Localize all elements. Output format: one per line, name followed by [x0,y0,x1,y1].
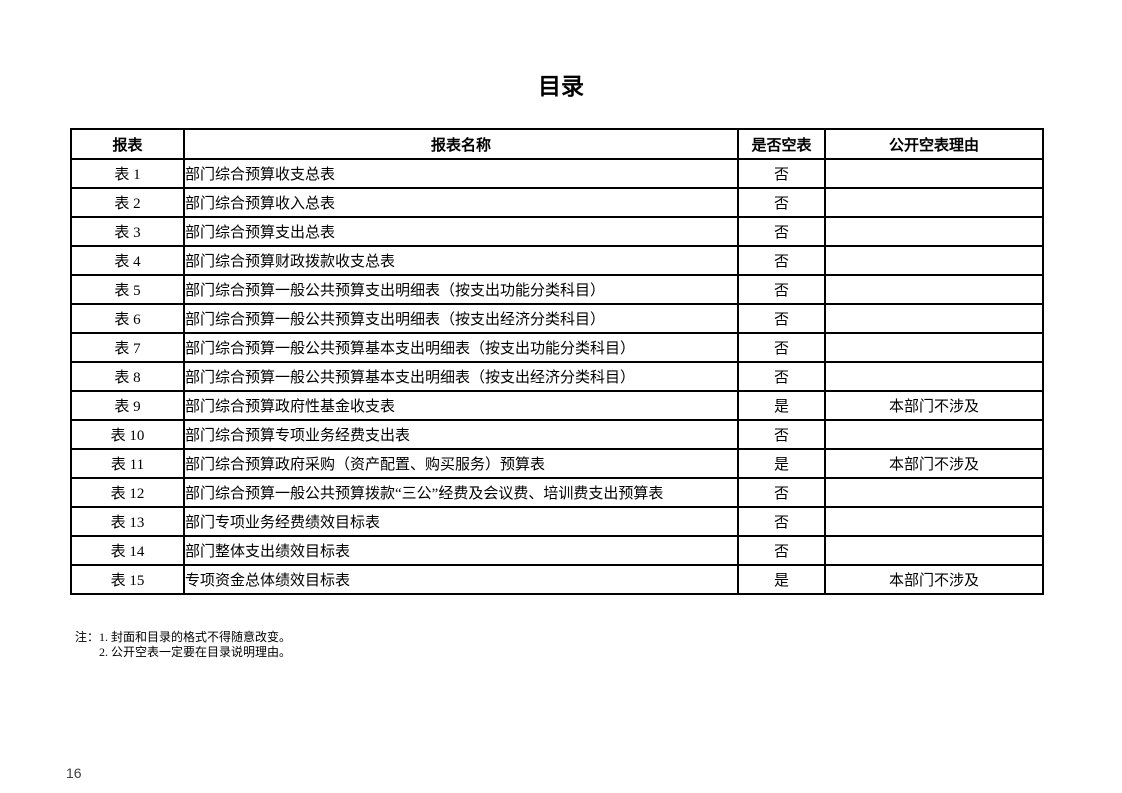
report-name-cell: 部门综合预算政府性基金收支表 [183,390,739,421]
reason-cell [824,158,1044,189]
reason-cell [824,477,1044,508]
is-empty-cell: 否 [737,187,826,218]
report-id-cell: 表 1 [70,158,185,189]
report-name-cell: 部门综合预算收支总表 [183,158,739,189]
is-empty-cell: 否 [737,361,826,392]
is-empty-cell: 否 [737,506,826,537]
table-row: 表 13 部门专项业务经费绩效目标表否 [70,506,1044,537]
is-empty-cell: 否 [737,477,826,508]
column-header: 报表 [70,128,185,160]
notes: 注：1. 封面和目录的格式不得随意改变。 2. 公开空表一定要在目录说明理由。 [75,630,291,660]
reason-cell: 本部门不涉及 [824,564,1044,595]
report-name-cell: 部门综合预算一般公共预算支出明细表（按支出经济分类科目） [183,303,739,334]
report-id-cell: 表 8 [70,361,185,392]
table-row: 表 15 专项资金总体绩效目标表是本部门不涉及 [70,564,1044,595]
is-empty-cell: 否 [737,303,826,334]
table-row: 表 14 部门整体支出绩效目标表否 [70,535,1044,566]
note-line-1: 注：1. 封面和目录的格式不得随意改变。 [75,630,292,644]
report-id-cell: 表 3 [70,216,185,247]
reason-cell [824,216,1044,247]
is-empty-cell: 是 [737,390,826,421]
report-name-cell: 专项资金总体绩效目标表 [183,564,739,595]
report-id-cell: 表 9 [70,390,185,421]
reason-cell [824,506,1044,537]
column-header: 报表名称 [183,128,739,160]
is-empty-cell: 否 [737,419,826,450]
toc-header-row: 报表 报表名称 是否空表 公开空表理由 [70,128,1044,160]
table-row: 表 10 部门综合预算专项业务经费支出表否 [70,419,1044,450]
report-id-cell: 表 10 [70,419,185,450]
report-id-cell: 表 6 [70,303,185,334]
table-row: 表 7 部门综合预算一般公共预算基本支出明细表（按支出功能分类科目）否 [70,332,1044,363]
reason-cell [824,535,1044,566]
report-name-cell: 部门综合预算支出总表 [183,216,739,247]
table-row: 表 9 部门综合预算政府性基金收支表是本部门不涉及 [70,390,1044,421]
toc-table-body: 表 1 部门综合预算收支总表否表 2 部门综合预算收入总表否表 3 部门综合预算支出总… [70,158,1044,595]
reason-cell: 本部门不涉及 [824,390,1044,421]
page-title: 目录 [538,74,584,99]
table-row: 表 8 部门综合预算一般公共预算基本支出明细表（按支出经济分类科目）否 [70,361,1044,392]
reason-cell [824,332,1044,363]
report-name-cell: 部门综合预算政府采购（资产配置、购买服务）预算表 [183,448,739,479]
is-empty-cell: 否 [737,245,826,276]
reason-cell [824,361,1044,392]
column-header: 是否空表 [737,128,826,160]
reason-cell [824,419,1044,450]
report-name-cell: 部门综合预算一般公共预算基本支出明细表（按支出经济分类科目） [183,361,739,392]
table-row: 表 3 部门综合预算支出总表否 [70,216,1044,247]
report-id-cell: 表 5 [70,274,185,305]
report-id-cell: 表 4 [70,245,185,276]
note-line-2: 2. 公开空表一定要在目录说明理由。 [99,645,292,659]
table-row: 表 12 部门综合预算一般公共预算拨款“三公”经费及会议费、培训费支出预算表否 [70,477,1044,508]
report-name-cell: 部门综合预算一般公共预算拨款“三公”经费及会议费、培训费支出预算表 [183,477,739,508]
reason-cell: 本部门不涉及 [824,448,1044,479]
report-name-cell: 部门综合预算收入总表 [183,187,739,218]
report-id-cell: 表 12 [70,477,185,508]
reason-cell [824,303,1044,334]
toc-table: 报表 报表名称 是否空表 公开空表理由 表 1 部门综合预算收支总表否表 2 部门综合预算… [70,128,1044,595]
is-empty-cell: 否 [737,274,826,305]
table-row: 表 1 部门综合预算收支总表否 [70,158,1044,189]
report-name-cell: 部门整体支出绩效目标表 [183,535,739,566]
table-row: 表 5 部门综合预算一般公共预算支出明细表（按支出功能分类科目）否 [70,274,1044,305]
column-header: 公开空表理由 [824,128,1044,160]
reason-cell [824,245,1044,276]
is-empty-cell: 否 [737,216,826,247]
report-id-cell: 表 11 [70,448,185,479]
reason-cell [824,274,1044,305]
is-empty-cell: 否 [737,158,826,189]
report-name-cell: 部门综合预算财政拨款收支总表 [183,245,739,276]
report-name-cell: 部门综合预算一般公共预算基本支出明细表（按支出功能分类科目） [183,332,739,363]
report-id-cell: 表 15 [70,564,185,595]
table-row: 表 4 部门综合预算财政拨款收支总表否 [70,245,1044,276]
report-id-cell: 表 2 [70,187,185,218]
reason-cell [824,187,1044,218]
is-empty-cell: 否 [737,332,826,363]
is-empty-cell: 是 [737,448,826,479]
report-id-cell: 表 13 [70,506,185,537]
is-empty-cell: 否 [737,535,826,566]
report-name-cell: 部门综合预算专项业务经费支出表 [183,419,739,450]
table-row: 表 11 部门综合预算政府采购（资产配置、购买服务）预算表是本部门不涉及 [70,448,1044,479]
report-name-cell: 部门综合预算一般公共预算支出明细表（按支出功能分类科目） [183,274,739,305]
table-row: 表 2 部门综合预算收入总表否 [70,187,1044,218]
report-id-cell: 表 14 [70,535,185,566]
table-row: 表 6 部门综合预算一般公共预算支出明细表（按支出经济分类科目）否 [70,303,1044,334]
is-empty-cell: 是 [737,564,826,595]
report-name-cell: 部门专项业务经费绩效目标表 [183,506,739,537]
page-number: 16 [66,765,82,781]
report-id-cell: 表 7 [70,332,185,363]
